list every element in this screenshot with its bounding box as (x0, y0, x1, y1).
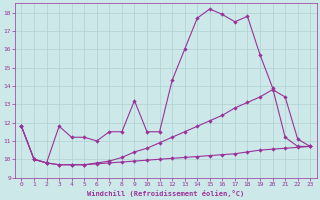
X-axis label: Windchill (Refroidissement éolien,°C): Windchill (Refroidissement éolien,°C) (87, 190, 244, 197)
